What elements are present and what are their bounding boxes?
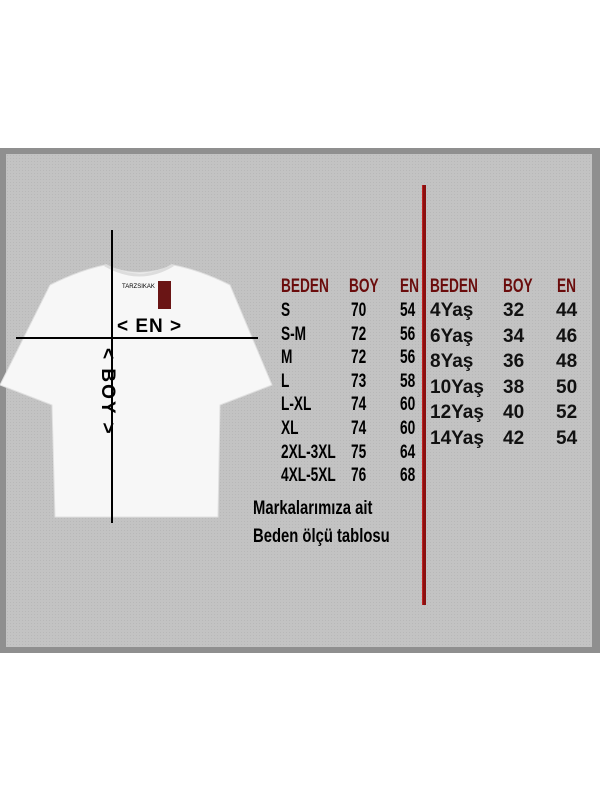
tshirt-image: TARZSIKAK	[0, 263, 273, 518]
width-cell: 64	[400, 441, 416, 463]
adult-header-beden: BEDEN	[281, 276, 329, 297]
age-cell: 14Yaş	[430, 427, 484, 449]
kids-header-boy: BOY	[503, 276, 533, 297]
length-cell: 72	[351, 347, 367, 369]
width-cell: 60	[400, 394, 416, 416]
width-cell: 52	[556, 402, 578, 423]
width-cell: 48	[556, 351, 578, 372]
age-cell: 4Yaş	[430, 300, 474, 321]
length-cell: 70	[351, 300, 367, 321]
length-cell: 38	[503, 376, 525, 398]
adult-header-boy: BOY	[349, 276, 379, 297]
width-measure-line	[16, 337, 258, 339]
width-cell: 54	[400, 300, 416, 321]
size-cell: XL	[281, 418, 299, 439]
width-cell: 50	[556, 376, 578, 398]
adult-header-en: EN	[400, 276, 420, 297]
length-label: < BOY >	[97, 348, 118, 436]
length-cell: 74	[351, 418, 367, 439]
width-cell: 60	[400, 418, 416, 439]
size-cell: S	[281, 300, 291, 321]
footer-line-1: Markalarımıza ait	[253, 498, 373, 519]
size-cell: S-M	[281, 323, 307, 345]
age-cell: 10Yaş	[430, 376, 484, 398]
size-cell: L	[281, 370, 290, 392]
size-chart-panel	[0, 148, 600, 653]
width-cell: 56	[400, 347, 416, 369]
length-cell: 72	[351, 323, 367, 345]
length-cell: 32	[503, 300, 525, 321]
length-cell: 76	[351, 465, 367, 487]
age-cell: 12Yaş	[430, 402, 484, 423]
width-cell: 56	[400, 323, 416, 345]
size-cell: L-XL	[281, 394, 312, 416]
size-cell: 4XL-5XL	[281, 465, 336, 487]
age-cell: 8Yaş	[430, 351, 474, 372]
width-cell: 54	[556, 427, 578, 449]
table-divider	[422, 185, 426, 605]
size-cell: 2XL-3XL	[281, 441, 336, 463]
width-cell: 44	[556, 300, 578, 321]
length-cell: 40	[503, 402, 525, 423]
length-cell: 75	[351, 441, 367, 463]
brand-tag: TARZSIKAK	[122, 284, 155, 290]
kids-header-beden: BEDEN	[430, 276, 478, 297]
width-cell: 58	[400, 370, 416, 392]
length-cell: 36	[503, 351, 525, 372]
length-cell: 34	[503, 325, 525, 347]
width-cell: 46	[556, 325, 578, 347]
length-cell: 74	[351, 394, 367, 416]
width-cell: 68	[400, 465, 416, 487]
width-label: < EN >	[117, 316, 183, 337]
size-cell: M	[281, 347, 293, 369]
footer-line-2: Beden ölçü tablosu	[253, 526, 390, 547]
length-measure-line	[111, 230, 113, 523]
age-cell: 6Yaş	[430, 325, 474, 347]
length-cell: 73	[351, 370, 367, 392]
kids-header-en: EN	[557, 276, 577, 297]
length-cell: 42	[503, 427, 525, 449]
